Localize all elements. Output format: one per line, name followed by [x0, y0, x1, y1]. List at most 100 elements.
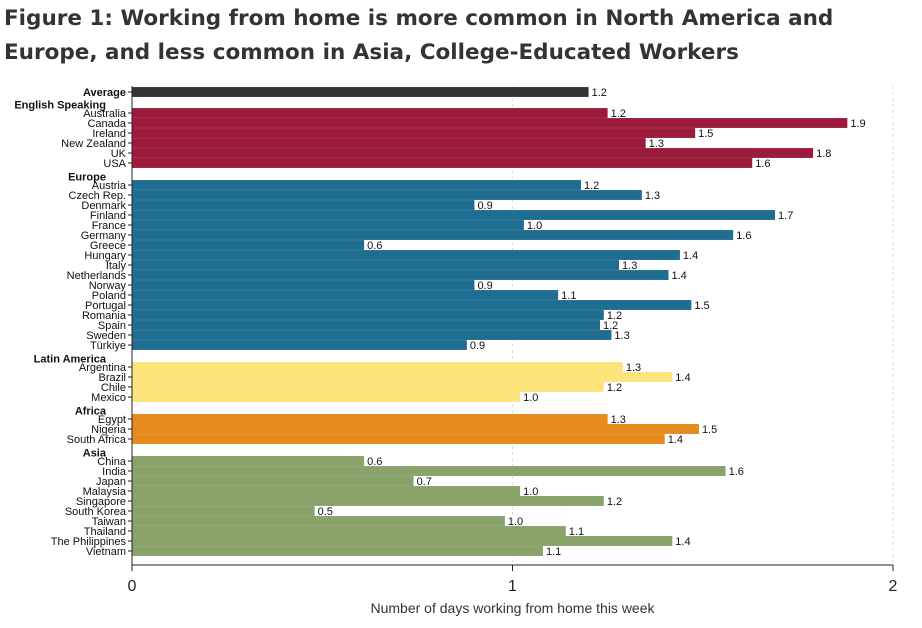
bar-china-label: China [97, 456, 127, 468]
bar-the-philippines-value-label: 1.4 [675, 536, 690, 548]
bar-chile-label: Chile [101, 382, 126, 394]
bar-france-label: France [92, 220, 126, 232]
bar-sweden-value-label: 1.3 [614, 330, 629, 342]
bar-netherlands-bar [132, 270, 669, 280]
bar-finland-bar [132, 210, 776, 220]
bar-australia-bar [132, 108, 608, 118]
bar-malaysia-label: Malaysia [83, 486, 127, 498]
bar-south-korea-value-label: 0.5 [318, 506, 333, 518]
average-bar [132, 87, 589, 97]
bar-ireland-bar [132, 128, 696, 138]
bar-argentina-bar [132, 362, 623, 372]
bar-chile-value-label: 1.2 [607, 382, 622, 394]
average-value-label: 1.2 [592, 87, 607, 99]
bar-portugal-bar [132, 300, 692, 310]
bar-austria-value-label: 1.2 [584, 180, 599, 192]
bar-thailand-bar [132, 526, 566, 536]
bar-finland-label: Finland [90, 210, 126, 222]
bar-austria-label: Austria [92, 180, 127, 192]
bar-norway-label: Norway [89, 280, 127, 292]
bar-netherlands-label: Netherlands [67, 270, 127, 282]
bar-egypt-bar [132, 414, 608, 424]
average-label: Average [83, 87, 126, 99]
x-axis: 0 1 2 [128, 86, 898, 595]
figure-title: Figure 1: Working from home is more comm… [4, 6, 834, 65]
bar-denmark-bar [132, 200, 475, 210]
bar-t-rkiye-bar [132, 340, 467, 350]
bar-ireland-label: Ireland [92, 128, 126, 140]
group-label-europe: Europe [68, 172, 106, 184]
bar-vietnam-label: Vietnam [86, 546, 126, 558]
bar-spain-bar [132, 320, 601, 330]
bar-czech-rep-label: Czech Rep. [69, 190, 126, 202]
bar-vietnam-bar [132, 546, 543, 556]
bar-usa-value-label: 1.6 [755, 158, 770, 170]
bar-argentina-label: Argentina [79, 362, 127, 374]
bar-nigeria-bar [132, 424, 699, 434]
bar-hungary-bar [132, 250, 680, 260]
bar-south-africa-value-label: 1.4 [668, 434, 683, 446]
bar-china-value-label: 0.6 [367, 456, 382, 468]
bars [132, 87, 848, 556]
bar-brazil-value-label: 1.4 [675, 372, 690, 384]
bar-vietnam-value-label: 1.1 [546, 546, 561, 558]
bar-taiwan-label: Taiwan [92, 516, 126, 528]
bar-germany-bar [132, 230, 734, 240]
bar-finland-value-label: 1.7 [778, 210, 793, 222]
bar-australia-value-label: 1.2 [611, 108, 626, 120]
bar-germany-label: Germany [81, 230, 127, 242]
bar-greece-value-label: 0.6 [367, 240, 382, 252]
bar-china-bar [132, 456, 365, 466]
bar-malaysia-bar [132, 486, 521, 496]
value-labels: 1.21.21.91.51.31.81.61.21.30.91.71.01.60… [318, 87, 866, 558]
bar-denmark-value-label: 0.9 [477, 200, 492, 212]
bar-south-africa-label: South Africa [67, 434, 127, 446]
bar-spain-label: Spain [98, 320, 126, 332]
bar-japan-value-label: 0.7 [417, 476, 432, 488]
bar-greece-label: Greece [90, 240, 126, 252]
bar-mexico-label: Mexico [91, 392, 126, 404]
bar-south-korea-label: South Korea [65, 506, 127, 518]
bar-italy-bar [132, 260, 620, 270]
x-tick-label: 0 [128, 578, 137, 595]
bar-hungary-label: Hungary [84, 250, 126, 262]
bar-india-value-label: 1.6 [729, 466, 744, 478]
bar-japan-label: Japan [96, 476, 126, 488]
bar-italy-value-label: 1.3 [622, 260, 637, 272]
bar-new-zealand-label: New Zealand [61, 138, 126, 150]
x-tick-label: 2 [889, 578, 898, 595]
bar-australia-label: Australia [83, 108, 127, 120]
bar-italy-label: Italy [106, 260, 127, 272]
bar-taiwan-bar [132, 516, 505, 526]
bar-south-korea-bar [132, 506, 315, 516]
group-label-latin-america: Latin America [34, 354, 107, 366]
bar-uk-label: UK [111, 148, 127, 160]
bar-nigeria-value-label: 1.5 [702, 424, 717, 436]
bar-uk-bar [132, 148, 814, 158]
bar-japan-bar [132, 476, 414, 486]
bar-canada-value-label: 1.9 [850, 118, 865, 130]
bar-ireland-value-label: 1.5 [698, 128, 713, 140]
bar-new-zealand-bar [132, 138, 646, 148]
group-label-english-speaking: English Speaking [14, 100, 106, 112]
bar-poland-label: Poland [92, 290, 126, 302]
bar-nigeria-label: Nigeria [91, 424, 127, 436]
bar-usa-label: USA [103, 158, 126, 170]
bar-portugal-value-label: 1.5 [694, 300, 709, 312]
bar-new-zealand-value-label: 1.3 [649, 138, 664, 150]
x-tick-label: 1 [508, 578, 517, 595]
group-label-asia: Asia [83, 448, 107, 460]
bar-norway-bar [132, 280, 475, 290]
bar-argentina-value-label: 1.3 [626, 362, 641, 374]
bar-romania-label: Romania [82, 310, 127, 322]
bar-sweden-label: Sweden [86, 330, 126, 342]
bar-sweden-bar [132, 330, 612, 340]
bar-egypt-value-label: 1.3 [611, 414, 626, 426]
bar-t-rkiye-value-label: 0.9 [470, 340, 485, 352]
bar-hungary-value-label: 1.4 [683, 250, 698, 262]
bar-portugal-label: Portugal [85, 300, 126, 312]
bar-uk-value-label: 1.8 [816, 148, 831, 160]
bar-t-rkiye-label: Türkiye [90, 340, 126, 352]
bar-singapore-bar [132, 496, 604, 506]
